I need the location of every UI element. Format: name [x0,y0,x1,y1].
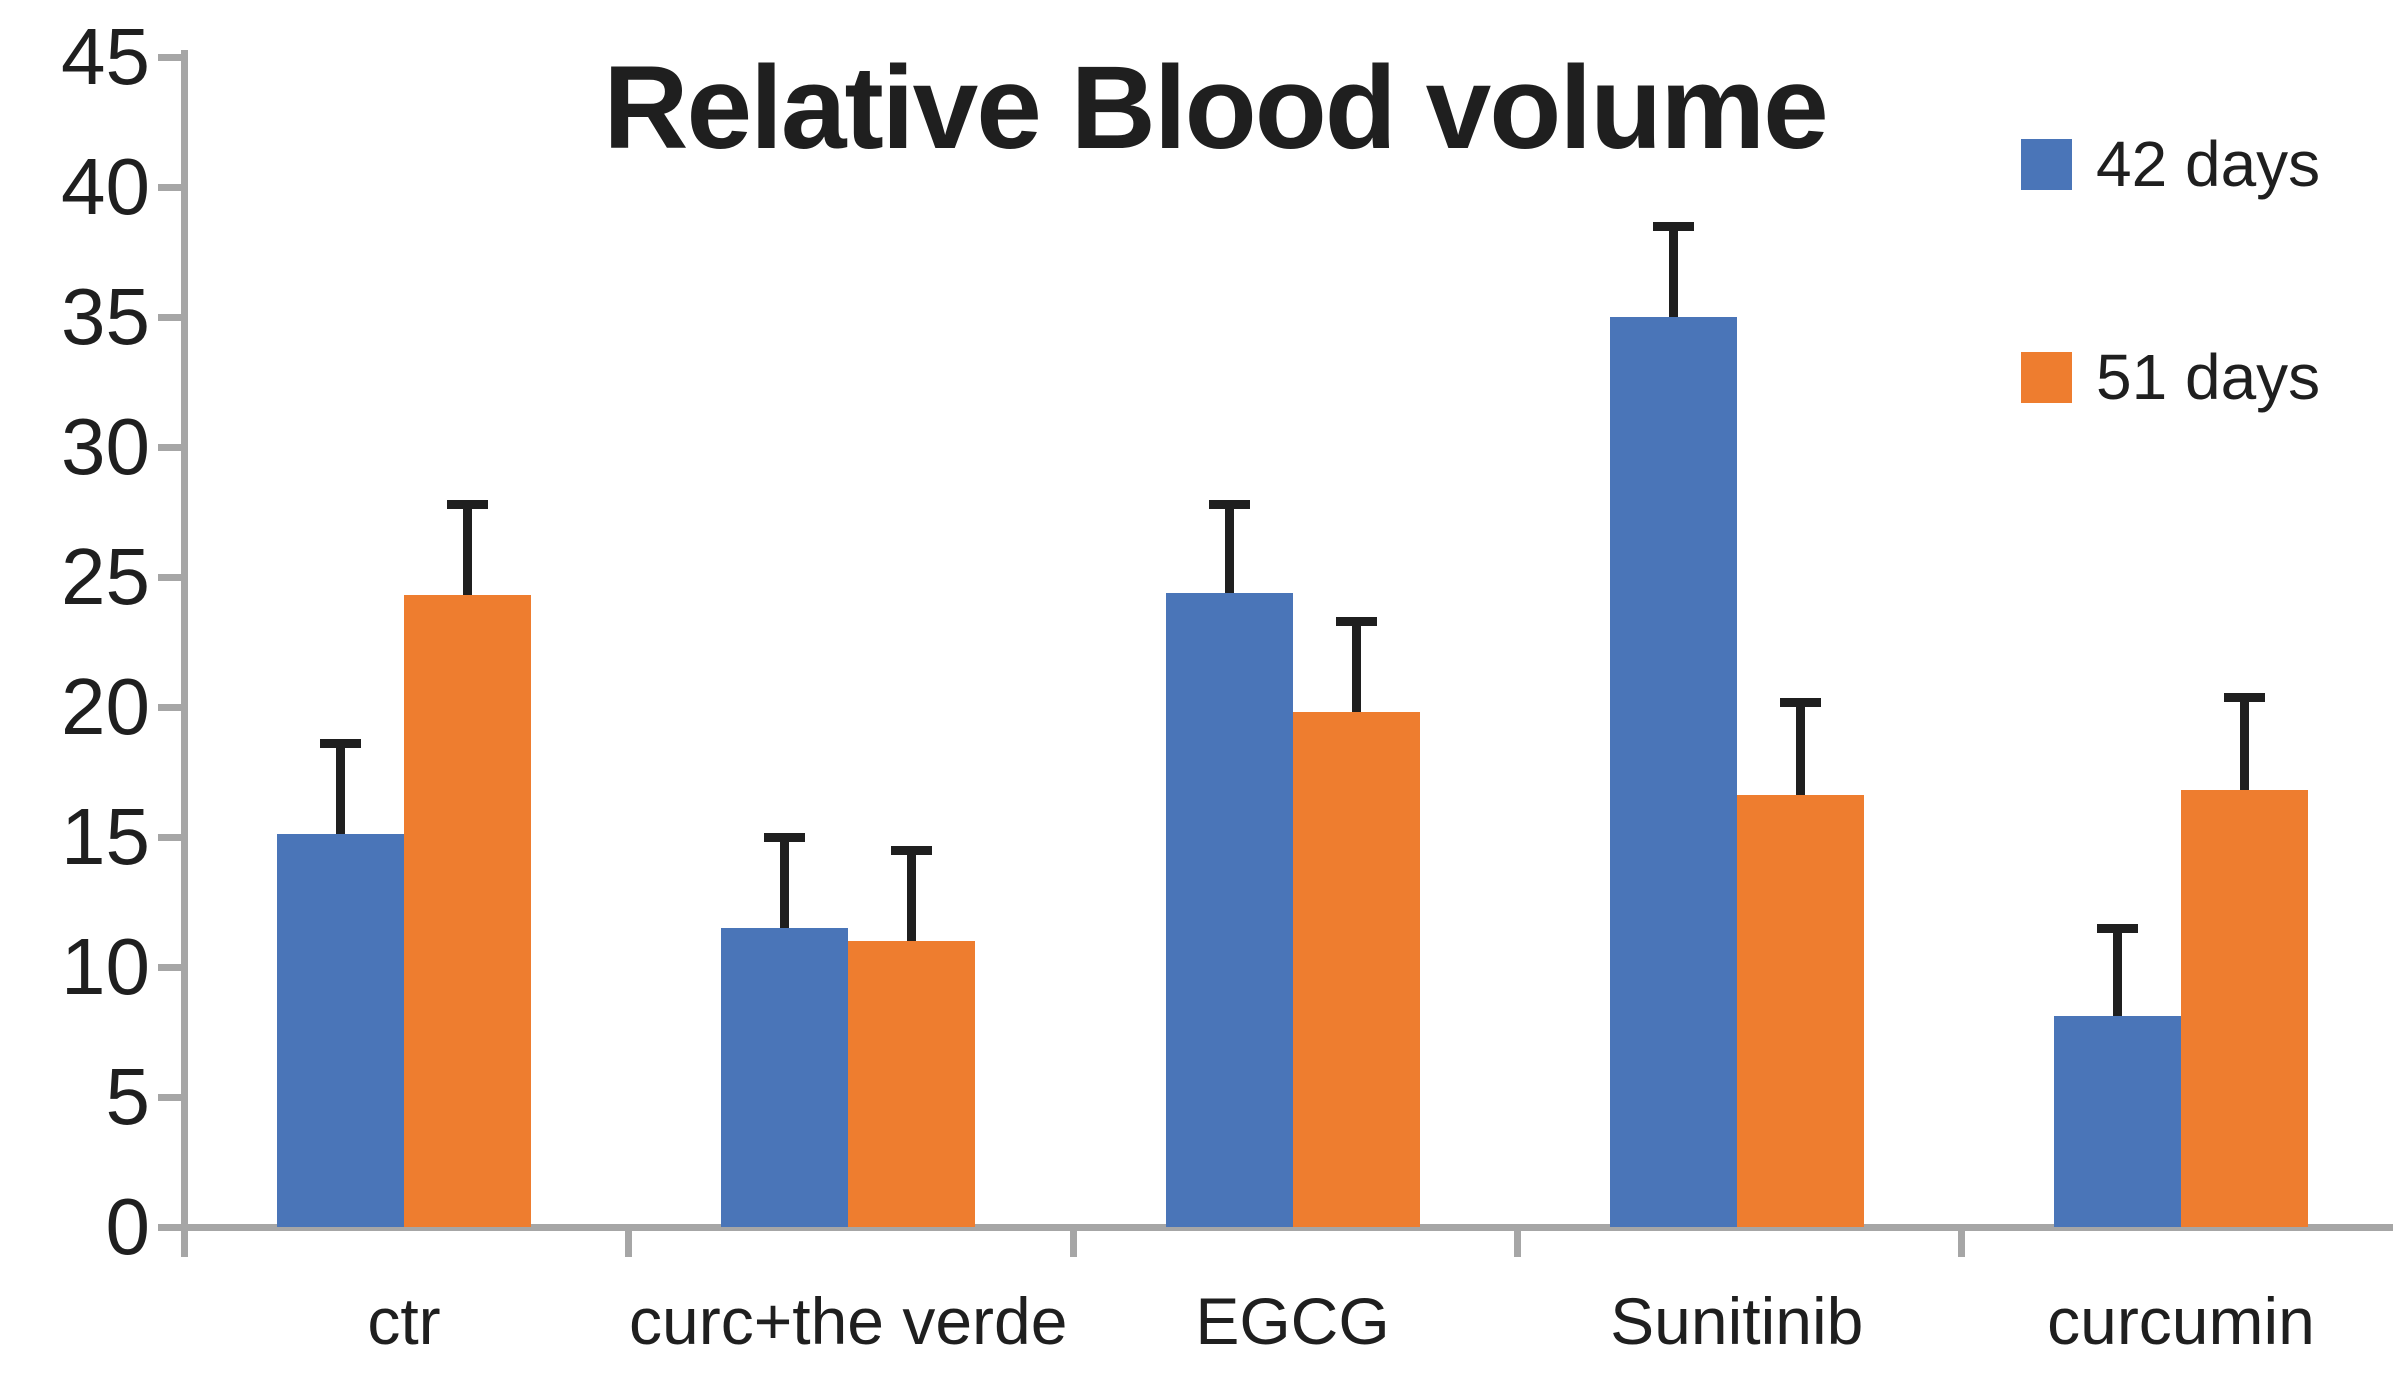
error-bar-stem-egcg-51-days [1351,621,1361,713]
x-category-label-egcg: EGCG [1195,1284,1390,1358]
bar-curc-the-verde-42-days [721,928,849,1227]
y-tick-label-35: 35 [61,272,150,361]
y-tick-label-0: 0 [105,1182,151,1271]
error-bar-stem-ctr-42-days [336,743,345,835]
y-tick-label-45: 45 [61,12,150,101]
x-category-label-curcumin: curcumin [2047,1284,2315,1358]
y-tick-label-15: 15 [61,792,150,881]
x-tick-1 [625,1227,633,1257]
error-bar-stem-sunitinib-42-days [1668,226,1678,317]
bar-egcg-51-days [1292,712,1420,1227]
bar-sunitinib-51-days [1736,795,1864,1227]
y-tick-20 [158,704,184,711]
y-tick-0 [158,1224,184,1231]
error-bar-stem-ctr-51-days [463,504,472,596]
x-tick-3 [1513,1227,1521,1257]
error-bar-stem-curcumin-51-days [2240,696,2249,791]
legend-item-42-days: 42 days [2021,127,2320,201]
y-tick-40 [158,184,184,191]
error-bar-cap-ctr-42-days [320,739,361,749]
chart-title: Relative Blood volume [603,42,1829,174]
legend-label-51-days: 51 days [2096,341,2321,413]
y-axis-line [181,50,188,1256]
y-tick-label-30: 30 [61,402,150,491]
y-tick-label-25: 25 [61,532,150,621]
legend-label-42-days: 42 days [2096,128,2321,200]
error-bar-cap-egcg-51-days [1335,617,1377,627]
y-tick-25 [158,574,184,581]
y-tick-5 [158,1094,184,1101]
y-tick-15 [158,834,184,841]
error-bar-cap-curc-the-verde-42-days [764,833,806,842]
x-tick-0 [181,1227,188,1257]
error-bar-cap-ctr-51-days [447,500,488,510]
error-bar-cap-curcumin-42-days [2097,924,2138,933]
y-tick-45 [158,54,184,61]
error-bar-stem-curc-the-verde-42-days [780,837,790,928]
bar-curcumin-51-days [2181,790,2308,1227]
error-bar-cap-egcg-42-days [1208,500,1250,510]
bar-ctr-51-days [404,595,531,1227]
x-category-label-sunitinib: Sunitinib [1610,1284,1864,1358]
error-bar-stem-egcg-42-days [1224,504,1234,593]
y-tick-label-10: 10 [61,922,150,1011]
y-tick-label-20: 20 [61,662,150,751]
x-axis-line [181,1224,2393,1231]
y-tick-label-5: 5 [105,1052,151,1141]
x-category-label-curc-the-verde: curc+the verde [629,1284,1068,1358]
error-bar-cap-curcumin-51-days [2224,692,2265,702]
bar-ctr-42-days [277,834,404,1227]
y-tick-10 [158,964,184,971]
legend-item-51-days: 51 days [2021,340,2320,414]
y-tick-35 [158,314,184,321]
y-tick-30 [158,444,184,451]
bar-egcg-42-days [1165,592,1293,1227]
legend-swatch-42-days-icon [2021,138,2072,190]
error-bar-stem-sunitinib-51-days [1795,701,1805,796]
x-category-label-ctr: ctr [367,1284,441,1358]
legend: 42 days 51 days [2021,127,2320,553]
error-bar-cap-curc-the-verde-51-days [891,846,933,855]
bar-curc-the-verde-51-days [848,941,976,1227]
error-bar-stem-curc-the-verde-51-days [907,850,917,941]
error-bar-stem-curcumin-42-days [2113,928,2122,1017]
error-bar-cap-sunitinib-42-days [1652,222,1694,231]
x-tick-2 [1069,1227,1077,1257]
bar-sunitinib-42-days [1609,317,1737,1227]
error-bar-cap-sunitinib-51-days [1779,697,1821,707]
legend-swatch-51-days-icon [2021,351,2072,403]
bar-curcumin-42-days [2054,1016,2181,1227]
y-tick-label-40: 40 [61,142,150,231]
x-tick-4 [1958,1227,1965,1257]
